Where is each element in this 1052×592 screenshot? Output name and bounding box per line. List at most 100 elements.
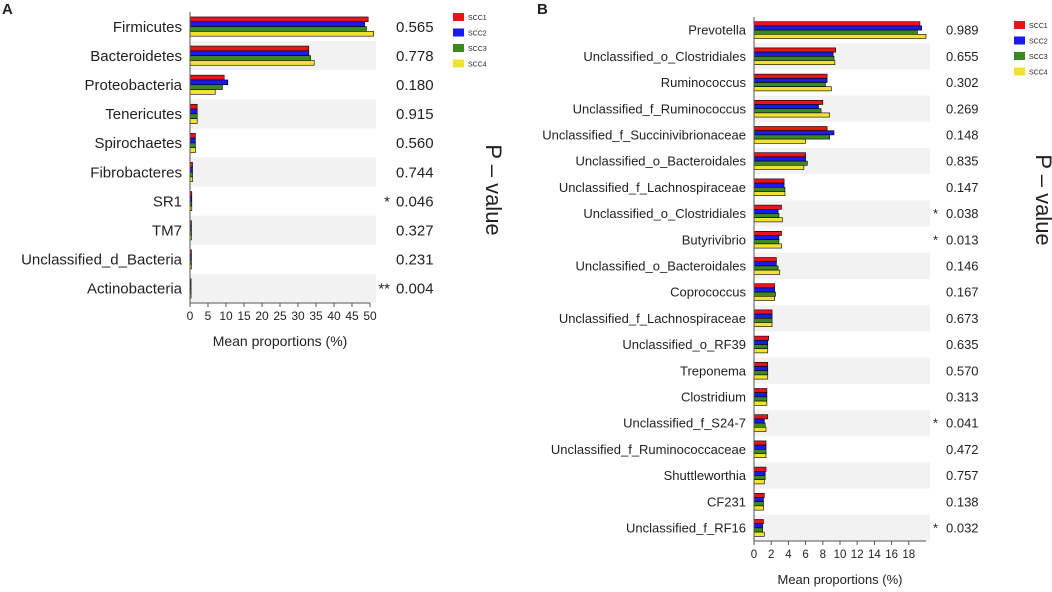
- p-value: 0.570: [946, 363, 979, 378]
- x-tick-label: 4: [785, 549, 792, 561]
- x-tick-label: 5: [205, 309, 212, 323]
- p-value: 0.180: [396, 77, 434, 94]
- bar-scc4: [753, 505, 764, 511]
- bar-scc2: [189, 50, 310, 56]
- bar-scc2: [753, 470, 766, 476]
- category-label: Actinobacteria: [87, 281, 183, 298]
- p-value: 0.778: [396, 48, 434, 65]
- p-value: 0.148: [946, 127, 979, 142]
- bar-scc3: [753, 475, 766, 480]
- row-band: [190, 273, 376, 303]
- bar-scc2: [753, 261, 777, 267]
- bar-scc2: [753, 78, 828, 83]
- bar-scc1: [189, 133, 196, 139]
- bar-scc4: [753, 322, 773, 327]
- bar-scc4: [753, 217, 783, 223]
- bar-scc4: [189, 118, 198, 124]
- category-label: Unclassified_f_Lachnospiraceae: [559, 311, 746, 326]
- x-tick-label: 6: [802, 549, 808, 561]
- bar-scc3: [753, 448, 767, 454]
- x-tick-label: 14: [868, 549, 881, 561]
- category-label: Unclassified_f_S24-7: [623, 416, 746, 431]
- p-value: 0.915: [396, 106, 434, 123]
- p-value: 0.032: [946, 520, 979, 535]
- bar-scc4: [753, 426, 767, 432]
- panel-b: B Prevotella 0.989 Unclassified_o_Clostridi…: [537, 1, 1052, 587]
- bar-scc3: [753, 55, 835, 61]
- bar-scc1: [753, 47, 836, 53]
- p-value-axis-title: P – value: [1031, 154, 1052, 245]
- p-value: 0.167: [946, 285, 979, 300]
- p-value: 0.989: [946, 23, 979, 38]
- category-label: Butyrivibrio: [682, 232, 746, 247]
- category-label: Unclassified_o_Bacteroidales: [575, 258, 746, 273]
- bar-scc1: [753, 21, 921, 27]
- p-value-axis-title: P – value: [481, 144, 506, 235]
- category-label: Unclassified_o_RF39: [622, 337, 746, 352]
- row-band: [754, 305, 930, 332]
- bar-scc1: [753, 178, 785, 184]
- category-label: SR1: [153, 193, 182, 210]
- bar-scc3: [753, 213, 780, 218]
- category-label: Unclassified_f_Ruminococcaceae: [551, 442, 746, 457]
- bar-scc4: [189, 60, 315, 66]
- bar-scc2: [189, 79, 229, 86]
- bar-scc3: [189, 26, 367, 32]
- legend-entry: SCC1: [468, 15, 487, 22]
- bar-scc3: [753, 108, 822, 114]
- bar-scc4: [753, 33, 927, 39]
- bar-scc4: [753, 479, 765, 485]
- bar-scc4: [189, 31, 374, 37]
- category-label: Tenericutes: [105, 106, 182, 123]
- legend-swatch: [453, 13, 464, 21]
- bar-scc1: [753, 414, 769, 420]
- bar-scc3: [753, 187, 786, 192]
- category-label: Treponema: [680, 363, 747, 378]
- row-band: [754, 410, 930, 437]
- x-tick-label: 2: [768, 549, 774, 561]
- legend-entry: SCC4: [468, 62, 487, 69]
- category-label: Shuttleworthia: [664, 468, 747, 483]
- category-label: Proteobacteria: [84, 77, 182, 94]
- panel-label: B: [537, 1, 548, 18]
- bar-scc2: [753, 392, 768, 398]
- x-tick-label: 0: [187, 309, 194, 323]
- category-label: Prevotella: [688, 23, 747, 38]
- p-value: 0.138: [946, 494, 979, 509]
- bar-scc2: [753, 25, 922, 31]
- bar-scc3: [753, 501, 764, 507]
- bar-scc4: [753, 60, 836, 65]
- category-label: Unclassified_f_Succinivibrionaceae: [542, 127, 746, 142]
- bar-scc3: [753, 344, 769, 349]
- p-value: 0.635: [946, 337, 979, 352]
- category-label: Coprococcus: [670, 285, 746, 300]
- bar-scc2: [189, 137, 196, 144]
- panel-label: A: [2, 1, 13, 18]
- p-value: 0.146: [946, 258, 979, 273]
- bar-scc4: [753, 453, 767, 458]
- bar-scc3: [753, 317, 773, 323]
- bar-scc4: [753, 191, 786, 196]
- p-value: 0.472: [946, 442, 979, 457]
- category-label: Fibrobacteres: [90, 164, 182, 181]
- p-value: 0.231: [396, 252, 434, 269]
- bar-scc4: [753, 531, 765, 537]
- bar-scc3: [753, 160, 808, 166]
- bar-scc3: [189, 84, 223, 90]
- x-tick-label: 12: [851, 549, 864, 561]
- p-value: 0.560: [396, 135, 434, 152]
- bar-scc3: [753, 527, 763, 533]
- bar-scc4: [753, 243, 782, 249]
- bar-scc1: [753, 73, 828, 79]
- bar-scc1: [753, 231, 782, 236]
- bar-scc1: [189, 45, 310, 52]
- bar-scc3: [753, 422, 766, 428]
- bar-scc2: [753, 182, 785, 188]
- legend-swatch: [1014, 21, 1025, 29]
- p-value: 0.673: [946, 311, 979, 326]
- bar-scc1: [753, 309, 773, 315]
- p-value: 0.041: [946, 416, 979, 431]
- x-tick-label: 0: [751, 549, 757, 561]
- category-label: Unclassified_o_Bacteroidales: [575, 154, 746, 169]
- row-band: [190, 215, 376, 245]
